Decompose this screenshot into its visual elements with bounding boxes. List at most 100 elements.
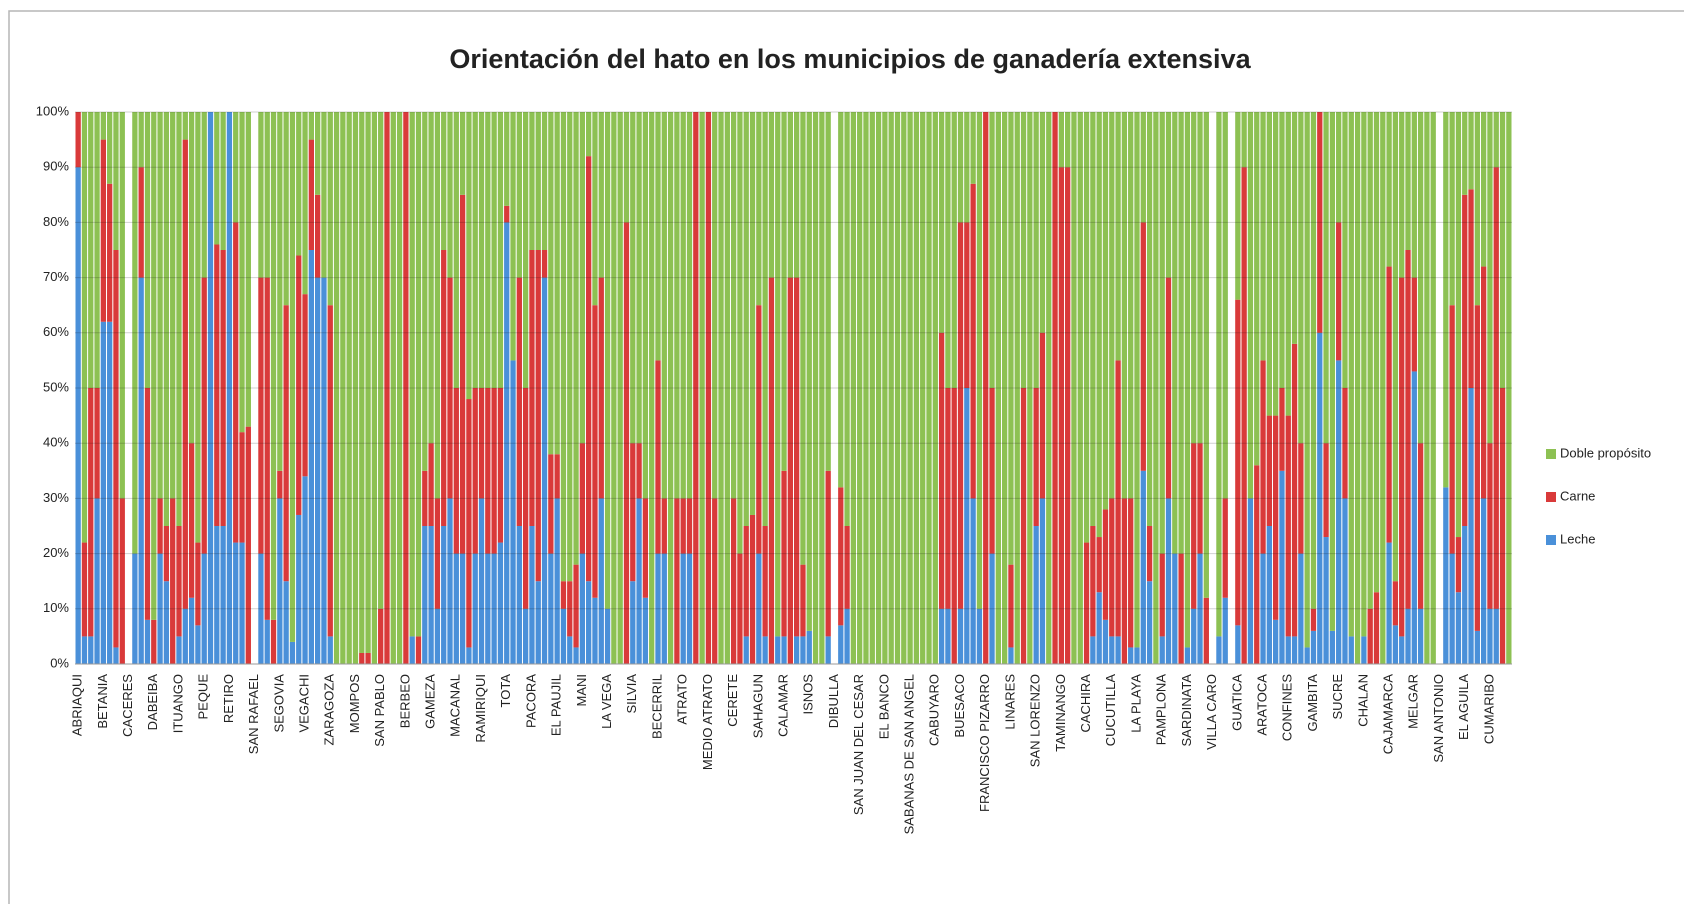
bar-segment bbox=[913, 112, 920, 664]
bar-segment bbox=[554, 112, 560, 455]
bar-segment bbox=[1499, 388, 1506, 664]
bar-segment bbox=[239, 432, 245, 543]
x-tick-label: PAMPLONA bbox=[1154, 674, 1169, 746]
x-tick-label: CERETE bbox=[725, 674, 740, 727]
bar-segment bbox=[472, 553, 478, 664]
bar-segment bbox=[1128, 498, 1134, 648]
bar-segment bbox=[428, 443, 434, 526]
bar-segment bbox=[737, 112, 743, 554]
bar-segment bbox=[409, 636, 415, 664]
bar-segment bbox=[1285, 415, 1291, 637]
bar-segment bbox=[333, 112, 340, 664]
x-tick-label: BUESACO bbox=[952, 674, 967, 738]
bar-segment bbox=[188, 443, 195, 598]
bar-segment bbox=[1216, 636, 1222, 664]
bar-segment bbox=[1115, 636, 1121, 664]
x-tick-label: MOMPOS bbox=[347, 674, 362, 734]
bar-segment bbox=[1392, 112, 1399, 582]
bar-segment bbox=[907, 112, 913, 664]
bar-segment bbox=[1329, 630, 1336, 664]
bar-segment bbox=[787, 277, 793, 664]
bar-segment bbox=[245, 112, 251, 427]
bar-segment bbox=[749, 514, 756, 664]
bar-segment bbox=[340, 112, 346, 664]
bar-segment bbox=[970, 112, 976, 184]
bar-segment bbox=[371, 112, 378, 664]
bar-segment bbox=[1008, 647, 1014, 664]
x-tick-label: CUMARIBO bbox=[1481, 674, 1496, 744]
bar-segment bbox=[264, 112, 270, 278]
bar-segment bbox=[945, 608, 951, 664]
x-tick-label: RAMIRIQUI bbox=[473, 674, 488, 743]
bar-segment bbox=[289, 112, 296, 642]
bar-segment bbox=[522, 112, 529, 388]
x-tick-label: CONFINES bbox=[1280, 674, 1295, 742]
x-tick-label: TOTA bbox=[498, 674, 513, 708]
bar-segment bbox=[680, 112, 686, 499]
x-tick-label: DABEIBA bbox=[145, 674, 160, 731]
bar-segment bbox=[1430, 112, 1436, 664]
bar-segment bbox=[88, 388, 94, 637]
x-tick-label: CABUYARO bbox=[927, 674, 942, 746]
x-tick-label: DIBULLA bbox=[826, 674, 841, 729]
bar-segment bbox=[365, 112, 371, 653]
bar-segment bbox=[365, 652, 371, 664]
bar-segment bbox=[1399, 636, 1405, 664]
bar-segment bbox=[1310, 112, 1317, 609]
bar-segment bbox=[983, 112, 989, 664]
x-tick-label: VILLA CARO bbox=[1204, 674, 1219, 750]
bar-segment bbox=[1254, 465, 1260, 664]
bar-segment bbox=[441, 526, 447, 664]
bar-segment bbox=[604, 608, 611, 664]
bar-segment bbox=[289, 641, 296, 664]
bar-segment bbox=[1468, 189, 1474, 388]
bar-segment bbox=[1001, 112, 1008, 664]
bar-segment bbox=[1310, 630, 1317, 664]
bar-segment bbox=[945, 388, 951, 609]
bar-segment bbox=[1090, 636, 1096, 664]
bar-segment bbox=[466, 399, 472, 648]
bar-segment bbox=[989, 388, 995, 554]
bar-segment bbox=[655, 360, 661, 554]
bar-segment bbox=[170, 112, 176, 499]
bar-segment bbox=[485, 388, 491, 554]
bar-segment bbox=[1449, 305, 1455, 554]
bar-segment bbox=[1506, 112, 1512, 664]
bar-segment bbox=[428, 526, 434, 664]
x-tick-label: BETANIA bbox=[95, 674, 110, 729]
bar-segment bbox=[1033, 388, 1039, 526]
bar-segment bbox=[422, 526, 428, 664]
bar-segment bbox=[567, 581, 573, 637]
bar-segment bbox=[768, 112, 775, 278]
bar-segment bbox=[1260, 112, 1266, 361]
bar-segment bbox=[239, 112, 245, 433]
bar-segment bbox=[926, 112, 932, 664]
bar-segment bbox=[863, 112, 869, 664]
bar-segment bbox=[1109, 112, 1115, 499]
bar-segment bbox=[882, 112, 888, 664]
bar-segment bbox=[1159, 112, 1165, 554]
bar-segment bbox=[806, 630, 812, 664]
bar-segment bbox=[636, 443, 642, 499]
bar-segment bbox=[1487, 608, 1493, 664]
bar-segment bbox=[182, 139, 188, 609]
bar-segment bbox=[415, 112, 422, 637]
bar-segment bbox=[1336, 360, 1342, 664]
y-tick-label: 100% bbox=[36, 103, 70, 118]
bar-segment bbox=[1020, 388, 1027, 664]
bar-segment bbox=[1310, 608, 1317, 631]
y-tick-label: 0% bbox=[50, 655, 69, 670]
bar-segment bbox=[1380, 112, 1386, 664]
bar-segment bbox=[1159, 636, 1165, 664]
bar-segment bbox=[1449, 553, 1455, 664]
x-tick-label: SABANAS DE SAN ANGEL bbox=[902, 674, 917, 834]
bar-segment bbox=[976, 112, 983, 609]
x-tick-label: SEGOVIA bbox=[271, 674, 286, 733]
bar-segment bbox=[630, 443, 636, 582]
bar-segment bbox=[1474, 112, 1480, 306]
bar-segment bbox=[964, 112, 970, 223]
bar-segment bbox=[283, 581, 289, 664]
bar-segment bbox=[1361, 636, 1367, 664]
bar-segment bbox=[806, 112, 812, 631]
bar-segment bbox=[1443, 487, 1449, 664]
